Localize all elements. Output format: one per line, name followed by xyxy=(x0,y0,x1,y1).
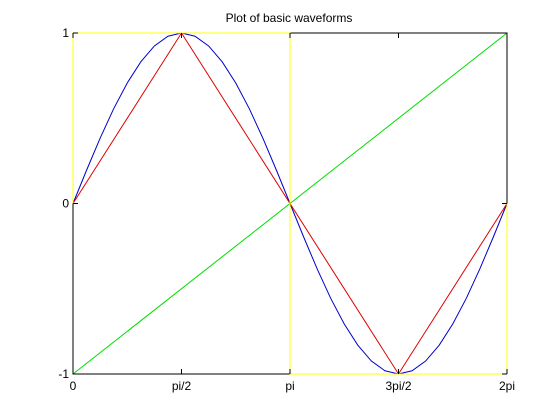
x-tick-label: 2pi xyxy=(499,379,515,393)
x-tick-label: 3pi/2 xyxy=(385,379,411,393)
y-tick-label: 1 xyxy=(62,26,69,40)
y-tick-label: 0 xyxy=(62,197,69,211)
x-tick-label: pi xyxy=(285,379,294,393)
x-tick-label: 0 xyxy=(70,379,77,393)
x-tick-label: pi/2 xyxy=(172,379,192,393)
axis-ticks: 0 pi/2 pi 3pi/2 2pi-101 xyxy=(58,26,515,393)
y-tick-label: -1 xyxy=(58,367,69,381)
chart-title: Plot of basic waveforms xyxy=(226,11,353,25)
square-wave-line xyxy=(72,32,508,375)
series-layer xyxy=(72,32,508,375)
